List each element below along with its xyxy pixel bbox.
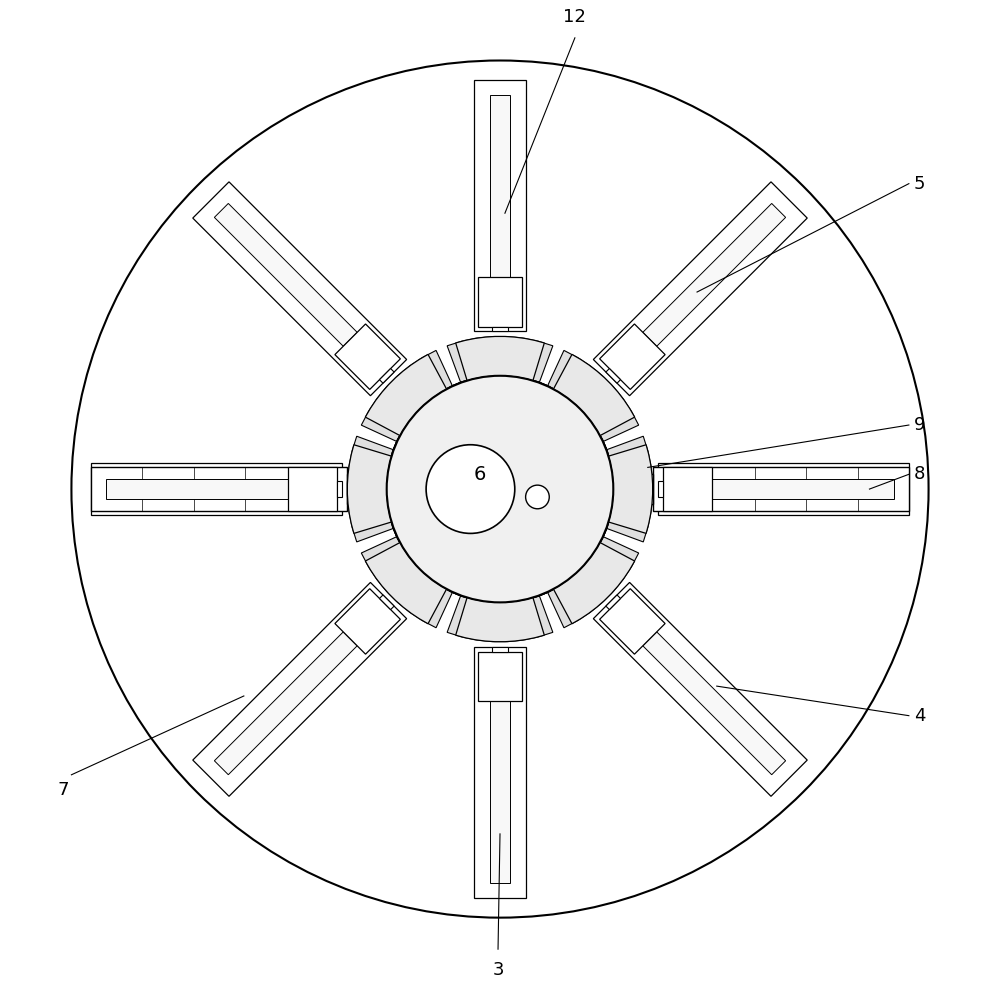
Polygon shape [478,278,522,326]
Polygon shape [547,351,639,442]
Polygon shape [335,589,400,654]
Text: 12: 12 [563,8,586,26]
Polygon shape [379,595,394,610]
Polygon shape [490,700,510,883]
Circle shape [387,375,613,603]
Circle shape [526,485,549,509]
Polygon shape [663,467,712,511]
Polygon shape [447,596,553,641]
Polygon shape [365,355,447,436]
Polygon shape [361,351,453,442]
Polygon shape [379,369,394,383]
Text: 3: 3 [492,961,504,979]
Polygon shape [193,182,407,396]
Polygon shape [361,536,453,627]
Polygon shape [335,324,400,389]
Polygon shape [492,326,508,331]
Polygon shape [658,481,663,497]
Polygon shape [608,445,653,534]
Circle shape [387,375,613,603]
Polygon shape [547,536,639,627]
Polygon shape [456,337,544,380]
Polygon shape [214,204,357,346]
Polygon shape [347,445,392,534]
Polygon shape [553,355,635,436]
Polygon shape [593,182,807,396]
Polygon shape [474,80,526,331]
Polygon shape [347,437,394,542]
Polygon shape [288,467,337,511]
Polygon shape [606,369,621,383]
Text: 5: 5 [914,175,925,193]
FancyBboxPatch shape [623,474,653,504]
Polygon shape [492,647,508,652]
Circle shape [387,375,613,603]
Polygon shape [600,324,665,389]
Text: 6: 6 [474,464,486,484]
Text: 8: 8 [914,465,925,483]
Text: 4: 4 [914,706,925,724]
Polygon shape [193,582,407,796]
FancyBboxPatch shape [91,467,347,511]
Polygon shape [456,598,544,641]
Polygon shape [643,204,786,346]
Polygon shape [712,479,894,499]
Polygon shape [606,595,621,610]
Polygon shape [593,582,807,796]
Polygon shape [606,437,653,542]
Polygon shape [365,542,447,623]
FancyBboxPatch shape [653,467,909,511]
Polygon shape [474,647,526,898]
Polygon shape [91,463,342,515]
Text: 9: 9 [914,416,925,434]
Polygon shape [447,337,553,382]
Polygon shape [214,632,357,775]
Circle shape [526,485,549,509]
Polygon shape [106,479,288,499]
Polygon shape [478,652,522,700]
Polygon shape [600,589,665,654]
Circle shape [387,375,613,603]
Text: 7: 7 [58,781,69,798]
Polygon shape [553,542,635,623]
FancyBboxPatch shape [347,474,377,504]
Polygon shape [337,481,342,497]
Polygon shape [643,632,786,775]
Polygon shape [658,463,909,515]
Polygon shape [490,95,510,278]
Circle shape [426,445,515,534]
Circle shape [426,445,515,534]
Text: 6: 6 [474,464,486,484]
